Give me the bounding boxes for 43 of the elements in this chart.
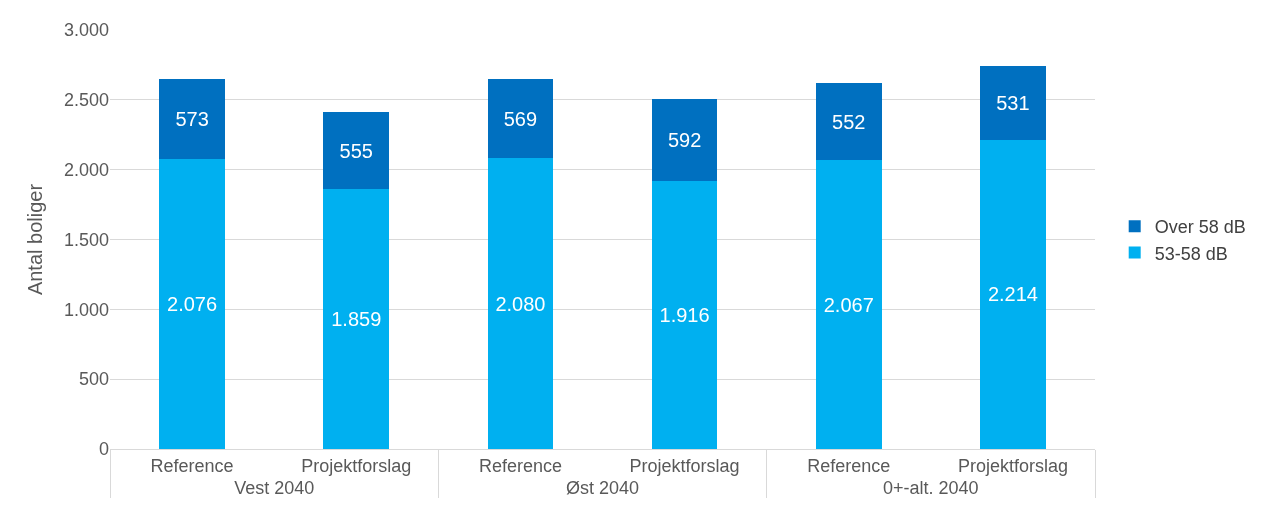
y-tick-label: 1.500 bbox=[63, 229, 109, 250]
data-label: 531 bbox=[996, 91, 1030, 114]
data-label: 1.859 bbox=[331, 308, 382, 331]
data-label: 2.067 bbox=[823, 293, 874, 316]
legend-label: Over 58 dB bbox=[1154, 217, 1246, 238]
bar bbox=[323, 111, 390, 190]
y-tick-label: 3.000 bbox=[63, 20, 109, 41]
bar bbox=[323, 189, 390, 449]
text: 0+-alt. 2040 bbox=[883, 477, 979, 498]
y-tick-label: 2.000 bbox=[63, 159, 109, 180]
bar bbox=[159, 79, 225, 160]
text: Øst 2040 bbox=[565, 477, 640, 498]
bar bbox=[815, 160, 882, 449]
x-tick-label: Reference bbox=[478, 455, 562, 476]
bar bbox=[159, 159, 225, 449]
bar bbox=[651, 98, 718, 182]
y-tick-label: 500 bbox=[78, 369, 109, 390]
x-tick-label: Projektforslag bbox=[957, 455, 1068, 476]
data-label: 2.080 bbox=[495, 292, 546, 315]
y-tick-label: 1.000 bbox=[63, 299, 109, 320]
bar bbox=[980, 65, 1046, 140]
data-label: 569 bbox=[503, 107, 538, 130]
data-label: 1.916 bbox=[659, 304, 710, 327]
data-label: 573 bbox=[175, 108, 209, 131]
bar bbox=[651, 181, 718, 449]
data-label: 552 bbox=[832, 110, 866, 133]
y-tick-label: 0 bbox=[98, 439, 109, 460]
data-label: 592 bbox=[667, 129, 702, 152]
x-tick-label: Projektforslag bbox=[301, 455, 412, 476]
text: Vest 2040 bbox=[234, 477, 315, 498]
bar bbox=[980, 139, 1046, 449]
data-label: 555 bbox=[339, 139, 373, 162]
bar bbox=[487, 158, 554, 449]
bar bbox=[487, 79, 554, 159]
data-label: 2.076 bbox=[167, 293, 218, 316]
y-axis-title: Antal boliger bbox=[24, 183, 47, 296]
legend-label: 53-58 dB bbox=[1154, 243, 1228, 264]
x-tick-label: Projektforslag bbox=[629, 455, 740, 476]
y-tick-label: 2.500 bbox=[63, 90, 109, 111]
x-tick-label: Reference bbox=[807, 455, 891, 476]
data-label: 2.214 bbox=[987, 283, 1038, 306]
x-tick-label: Reference bbox=[150, 455, 234, 476]
bar bbox=[815, 83, 882, 161]
